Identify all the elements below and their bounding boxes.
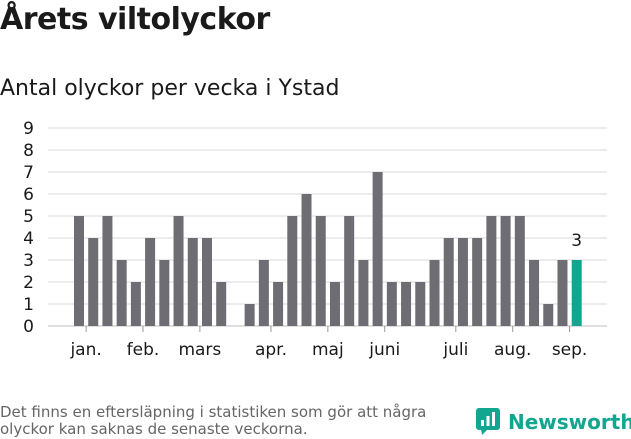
data-labels: 3: [571, 231, 582, 251]
bar-highlight: [571, 260, 582, 326]
bar: [201, 238, 212, 326]
bar: [244, 304, 255, 326]
bar: [74, 216, 84, 326]
data-label: 3: [571, 231, 582, 251]
bar: [130, 282, 141, 326]
bar: [102, 216, 113, 326]
bar: [386, 282, 397, 326]
bar: [500, 216, 511, 326]
x-tick-label: aug.: [494, 340, 531, 360]
bar: [486, 216, 497, 326]
x-tick-label: maj: [312, 340, 344, 360]
y-tick-label: 9: [23, 119, 34, 139]
x-tick-label: jan.: [69, 340, 101, 360]
bar: [88, 238, 99, 326]
bar: [145, 238, 156, 326]
bar: [173, 216, 184, 326]
bar: [514, 216, 525, 326]
bar: [315, 216, 326, 326]
bar: [529, 260, 540, 326]
bar: [258, 260, 269, 326]
x-tick-label: sep.: [552, 340, 588, 360]
bar: [344, 216, 355, 326]
x-tick-label: juni: [368, 340, 400, 360]
y-tick-label: 8: [23, 141, 34, 161]
brand[interactable]: Newsworthy: [476, 408, 631, 436]
x-tick-label: juli: [442, 340, 468, 360]
y-tick-label: 2: [23, 273, 34, 293]
chart-title: Årets viltolyckor: [0, 2, 270, 37]
bar: [116, 260, 127, 326]
bar: [429, 260, 440, 326]
bar: [415, 282, 426, 326]
bar: [401, 282, 412, 326]
bar: [301, 194, 312, 326]
bar: [443, 238, 454, 326]
chart-subtitle: Antal olyckor per vecka i Ystad: [0, 76, 340, 101]
x-tick-label: feb.: [127, 340, 160, 360]
y-tick-label: 4: [23, 229, 34, 249]
newsworthy-logo-icon: [476, 408, 500, 435]
y-tick-label: 3: [23, 251, 34, 271]
bar: [543, 304, 554, 326]
y-tick-label: 1: [23, 295, 34, 315]
bar: [358, 260, 369, 326]
bar: [159, 260, 170, 326]
bar: [287, 216, 298, 326]
bar: [472, 238, 483, 326]
y-tick-label: 5: [23, 207, 34, 227]
bar: [372, 172, 383, 326]
footnote: Det finns en eftersläpning i statistiken…: [0, 403, 427, 438]
x-axis-ticks: jan. feb. mars apr. maj juni juli aug. sep.: [69, 326, 587, 360]
y-tick-label: 6: [23, 185, 34, 205]
x-tick-label: apr.: [255, 340, 287, 360]
brand-name: Newsworthy: [508, 410, 631, 434]
bar: [457, 238, 468, 326]
bar: [187, 238, 198, 326]
y-tick-label: 7: [23, 163, 34, 183]
grid-lines: [48, 127, 607, 327]
bar: [273, 282, 284, 326]
bar: [216, 282, 227, 326]
bar: [557, 260, 568, 326]
bar: [329, 282, 340, 326]
bars: [74, 172, 582, 326]
x-tick-label: mars: [178, 340, 221, 360]
y-tick-label: 0: [23, 317, 34, 337]
